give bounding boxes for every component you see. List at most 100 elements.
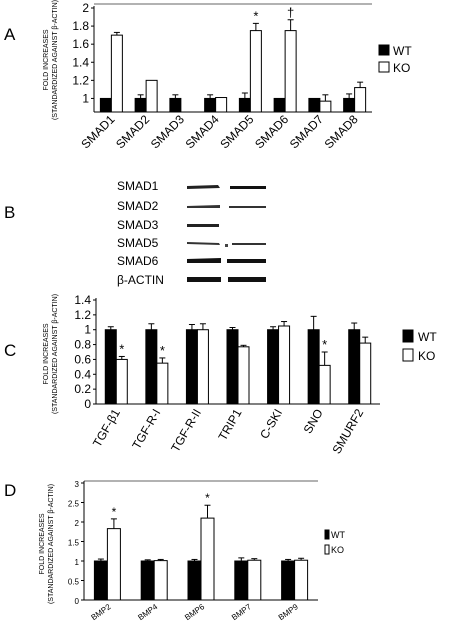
category-label: BMP6: [183, 602, 206, 622]
y-tick-label: 2: [82, 1, 89, 15]
bar-ko: [294, 559, 309, 601]
category-label: SMAD8: [322, 112, 361, 151]
category-label: SMAD3: [148, 112, 187, 151]
y-axis-label: FOLD INCREASES (STANDARDIZED AGAINST β-AC…: [39, 484, 55, 604]
bar-wt: [273, 97, 286, 113]
y-axis-label-line: FOLD INCREASES: [43, 29, 50, 90]
chart-panel-a: 1 1.2 1.4 1.6 1.8 2 FOLD INCREASES (STANDARDIZE…: [43, 0, 372, 151]
legend-label-ko: KO: [393, 61, 410, 75]
western-blot: SMAD1 SMAD2 SMAD3 SMAD5 SMAD6 β-ACTIN: [117, 179, 266, 287]
significance-marker: †: [287, 5, 294, 20]
blot-band-smad3: [187, 224, 219, 227]
category-label: SMAD4: [183, 112, 222, 151]
y-axis-label-line: (STANDARDIZED AGAINST β-ACTIN): [48, 484, 55, 604]
y-tick-label: 1: [75, 558, 80, 567]
bar-wt: [187, 560, 202, 601]
legend-swatch-wt: [324, 529, 330, 540]
bar-ko: [115, 358, 128, 405]
bar-wt: [238, 97, 251, 113]
y-axis-label: FOLD INCREASES (STANDARDIZED AGAINST β-AC…: [43, 0, 59, 120]
bar-wt: [226, 329, 239, 405]
bar-wt: [307, 329, 320, 405]
blot-label-smad5: SMAD5: [117, 236, 159, 250]
category-label: SMAD5: [217, 112, 256, 151]
legend-label-wt: WT: [331, 530, 345, 540]
y-tick-label: 0.2: [74, 382, 91, 396]
bar-wt: [104, 329, 117, 405]
y-axis-label: FOLD INCREASES (STANDARDIZED AGAINST β-AC…: [43, 294, 59, 414]
bar-wt: [343, 97, 356, 113]
legend-swatch-wt: [402, 329, 414, 343]
legend-label-wt: WT: [418, 330, 437, 344]
bar-ko: [200, 517, 215, 601]
significance-marker: *: [119, 341, 124, 356]
bar-wt: [99, 97, 112, 113]
chart-panel-d: 0 0.5 1 1.5 2 2.5 3 FOLD INCREASES (STANDARDIZED…: [39, 480, 318, 622]
panel-letter-b: B: [4, 203, 15, 222]
blot-band-smad1: [187, 185, 266, 189]
legend-panel-a: WT KO: [378, 44, 412, 75]
y-tick-label: 0.8: [74, 338, 91, 352]
bar-ko: [110, 34, 123, 113]
category-label: BMP7: [230, 602, 253, 622]
category-label: TGF-β1: [90, 406, 123, 449]
y-axis-label-line: (STANDARDIZED AGAINST β-ACTIN): [52, 0, 59, 120]
y-tick-label: 1.4: [72, 55, 89, 69]
bar-wt: [185, 329, 198, 405]
blot-label-smad1: SMAD1: [117, 179, 159, 193]
panel-letter-d: D: [4, 481, 16, 500]
significance-marker: *: [160, 343, 165, 358]
legend-panel-c: WT KO: [402, 329, 437, 363]
bar-wt: [169, 97, 182, 113]
y-tick-label: 3: [75, 480, 80, 489]
bar-ko: [153, 560, 168, 601]
bar-ko: [145, 79, 158, 113]
bar-wt: [204, 97, 217, 113]
blot-band-smad6: [187, 258, 266, 263]
legend-swatch-wt: [378, 44, 390, 56]
y-axis-label-line: (STANDARDIZED AGAINST β-ACTIN): [52, 294, 59, 414]
blot-band-beta-actin: [187, 277, 266, 282]
y-tick-label: 1.8: [72, 19, 89, 33]
y-tick-label: 2.5: [68, 500, 80, 509]
legend-swatch-ko: [378, 61, 390, 73]
blot-band-smad2: [187, 205, 266, 208]
category-label: BMP9: [277, 602, 300, 622]
legend-swatch-ko: [324, 544, 330, 555]
bar-wt: [134, 97, 147, 113]
bar-wt: [140, 560, 155, 601]
y-tick-label: 0: [75, 597, 80, 606]
bar-wt: [145, 329, 158, 405]
category-label: SMAD7: [287, 112, 326, 151]
category-label: BMP4: [136, 602, 159, 622]
chart-panel-c: 00.20.40.60.811.21.4 FOLD INCREASES (STAND…: [43, 293, 380, 456]
blot-label-smad3: SMAD3: [117, 218, 159, 232]
bar-ko: [278, 325, 291, 405]
category-label: TGF-R-II: [168, 407, 204, 455]
blot-band-smad5: [187, 242, 266, 247]
y-tick-label: 1: [82, 91, 89, 105]
panel-letter-c: C: [4, 341, 16, 360]
y-tick-label: 1: [84, 323, 91, 337]
bar-ko: [359, 342, 372, 405]
significance-marker: *: [253, 8, 258, 23]
legend-label-ko: KO: [331, 545, 344, 555]
category-label: BMP2: [90, 602, 113, 622]
bar-ko: [196, 329, 209, 405]
y-tick-label: 0: [84, 397, 91, 411]
y-tick-label: 1.4: [74, 293, 91, 307]
significance-marker: *: [112, 505, 117, 519]
blot-label-smad2: SMAD2: [117, 199, 159, 213]
significance-marker: *: [205, 491, 210, 505]
bar-wt: [93, 560, 108, 601]
bar-wt: [281, 560, 296, 601]
y-tick-label: 1.2: [72, 73, 89, 87]
bar-ko: [318, 364, 331, 405]
category-label: SMURF2: [330, 406, 367, 456]
bar-wt: [308, 97, 321, 113]
bar-ko: [284, 30, 297, 113]
legend-label-ko: KO: [418, 349, 435, 363]
y-tick-label: 1.5: [68, 539, 80, 548]
y-tick-label: 0.6: [74, 352, 91, 366]
